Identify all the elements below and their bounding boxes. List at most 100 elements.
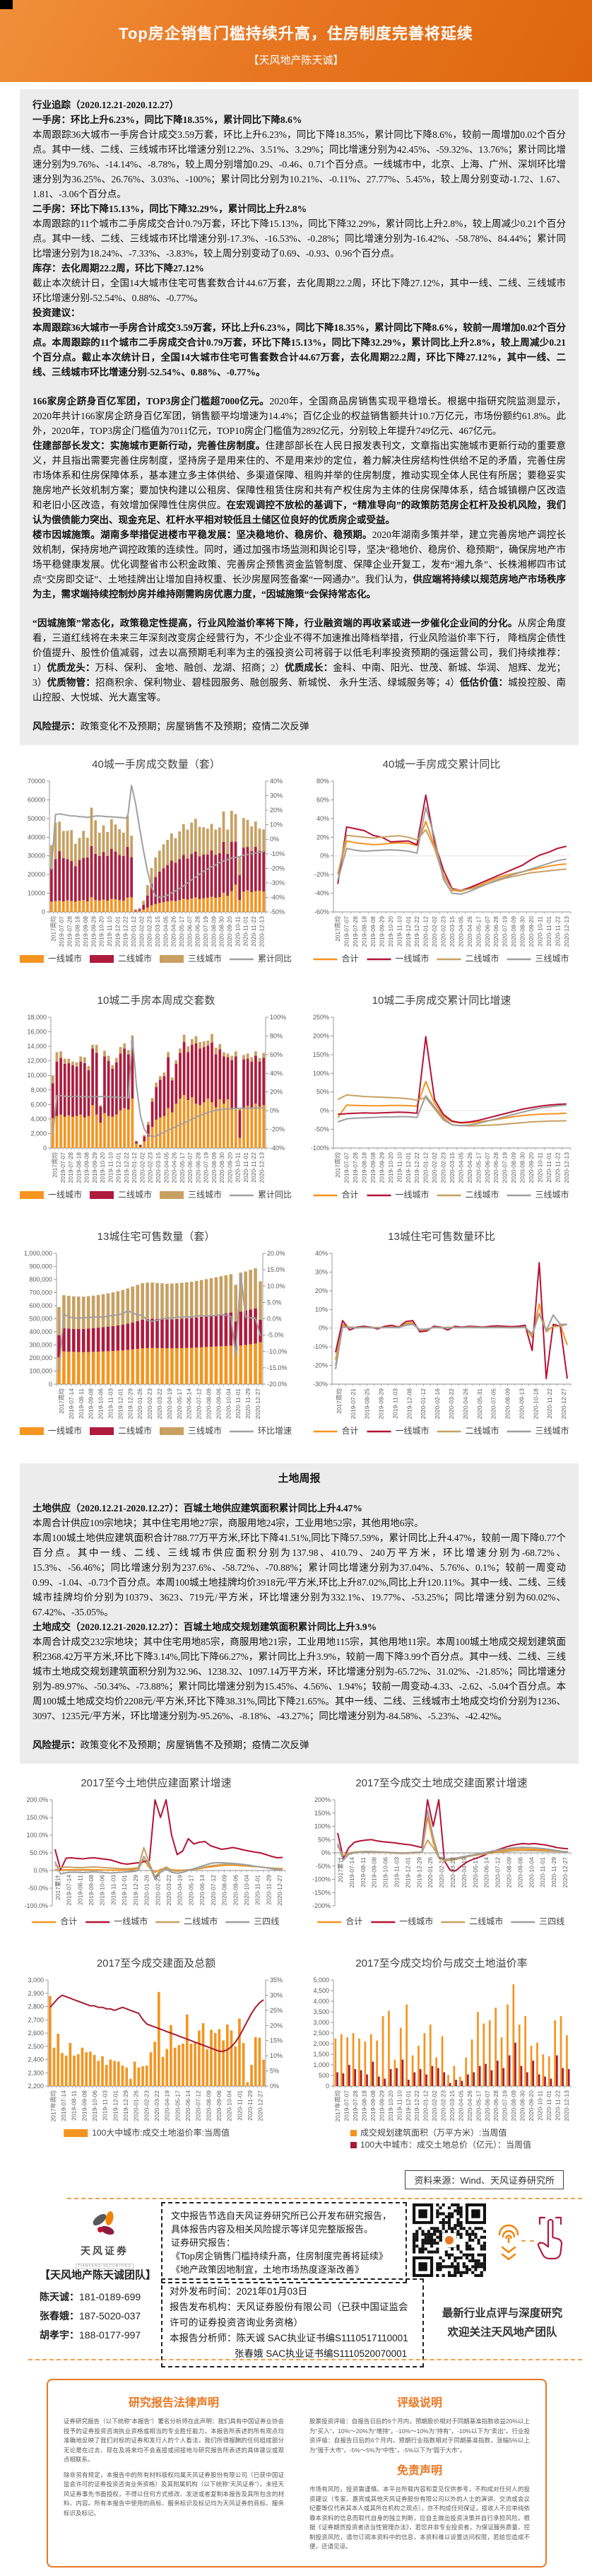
dashed-divider	[28, 2359, 582, 2360]
spacer	[32, 602, 566, 616]
svg-text:-40%: -40%	[270, 894, 285, 901]
svg-text:2020-04-26: 2020-04-26	[466, 2090, 473, 2121]
svg-text:-20%: -20%	[270, 1126, 285, 1133]
svg-text:2020-06-14: 2020-06-14	[483, 1857, 490, 1888]
svg-text:0%: 0%	[270, 836, 279, 843]
paragraph: 库存：去化周期22.2周，环比下降27.12%	[32, 263, 204, 274]
svg-text:2020-04-05: 2020-04-05	[457, 1152, 464, 1183]
svg-text:150.0%: 150.0%	[26, 1814, 48, 1821]
svg-text:2020-08-30: 2020-08-30	[218, 916, 225, 947]
svg-text:2019-12-01: 2019-12-01	[114, 916, 121, 947]
svg-text:2020-11-22: 2020-11-22	[250, 916, 257, 947]
svg-text:600,000: 600,000	[29, 1302, 52, 1309]
svg-text:200%: 200%	[313, 1032, 329, 1039]
svg-text:累计同比: 累计同比	[258, 954, 292, 964]
svg-text:二线城市: 二线城市	[469, 1916, 503, 1926]
svg-text:2019-11-03: 2019-11-03	[391, 1388, 398, 1419]
svg-text:100大中城市:成交土地溢价率:当周值: 100大中城市:成交土地溢价率:当周值	[92, 2127, 230, 2138]
svg-text:2020-02-23: 2020-02-23	[146, 1388, 153, 1419]
svg-text:2020-01-26: 2020-01-26	[143, 1875, 150, 1906]
svg-text:2019-07-07: 2019-07-07	[58, 916, 65, 947]
svg-text:15.0%: 15.0%	[267, 1266, 285, 1273]
svg-text:2020-04-19: 2020-04-19	[461, 1857, 468, 1888]
svg-text:100%: 100%	[314, 1823, 331, 1830]
svg-text:1,000: 1,000	[313, 2061, 329, 2068]
svg-text:700,000: 700,000	[29, 1289, 52, 1296]
svg-text:2020-10-11: 2020-10-11	[234, 916, 241, 947]
svg-text:二线城市: 二线城市	[466, 1189, 499, 1200]
svg-text:2020-06-07: 2020-06-07	[186, 916, 193, 947]
svg-text:2020-02-02: 2020-02-02	[431, 916, 438, 947]
svg-text:2019-09-29: 2019-09-29	[91, 1152, 98, 1183]
svg-text:2020-01-12: 2020-01-12	[130, 916, 137, 947]
svg-text:20000: 20000	[28, 871, 45, 878]
svg-text:2017年周均: 2017年周均	[334, 2090, 341, 2121]
paragraph: 一手房：环比上升6.23%，同比下降18.35%，累计同比下降8.6%	[32, 115, 302, 125]
svg-text:2020-04-19: 2020-04-19	[164, 2090, 171, 2121]
svg-text:2019-08-18: 2019-08-18	[75, 1152, 82, 1183]
svg-text:2019-07-28: 2019-07-28	[67, 1152, 74, 1183]
svg-text:2019-10-20: 2019-10-20	[387, 2090, 394, 2121]
svg-text:2019-11-03: 2019-11-03	[393, 1857, 400, 1887]
svg-text:2020-06-07: 2020-06-07	[484, 2090, 491, 2121]
svg-text:一线城市: 一线城市	[48, 953, 82, 964]
paragraph: 本周合计供应109宗地块；其中住宅用地27宗，商服用地24宗，工业用地52宗，其…	[32, 1518, 424, 1528]
svg-text:环比增速: 环比增速	[258, 1426, 292, 1436]
svg-text:2020-01-26: 2020-01-26	[427, 1857, 434, 1888]
svg-text:40%: 40%	[316, 815, 329, 822]
svg-text:40%: 40%	[315, 1250, 328, 1257]
svg-text:-200%: -200%	[312, 1902, 331, 1909]
svg-text:8,000: 8,000	[30, 1087, 47, 1094]
dashed-divider	[67, 2198, 582, 2199]
svg-text:2020-04-26: 2020-04-26	[466, 916, 473, 947]
svg-text:-20%: -20%	[314, 871, 329, 878]
svg-text:2020-09-20: 2020-09-20	[528, 2090, 535, 2121]
chart-title: 2017至今成交建面及总额	[96, 1957, 216, 1969]
svg-text:2017周均: 2017周均	[52, 1152, 59, 1178]
svg-text:2020-07-12: 2020-07-12	[495, 1857, 502, 1888]
svg-text:2019-07-28: 2019-07-28	[352, 1152, 359, 1183]
chart-deal-area-amount: 3,000 2,900 2,800 2,700 2,600 2,500 2,400 2,300…	[16, 1972, 297, 2155]
legal-column: 研究报告法律声明 证券研究报告（以下统称“本报告”）署名分析师在此声明：我们具有…	[64, 2390, 284, 2558]
svg-text:2019-11-03: 2019-11-03	[102, 2090, 109, 2121]
svg-text:2020-01-12: 2020-01-12	[422, 1152, 430, 1183]
svg-text:2020-02-23: 2020-02-23	[440, 1152, 447, 1183]
svg-text:-150%: -150%	[312, 1889, 331, 1896]
svg-text:2020-12-27: 2020-12-27	[276, 1875, 283, 1906]
svg-text:2020-01-12: 2020-01-12	[420, 1388, 427, 1419]
chart-title: 2017至今成交均价与成交土地溢价率	[355, 1957, 528, 1969]
svg-text:2020-02-02: 2020-02-02	[431, 1152, 438, 1183]
chart-title: 13城住宅可售数量（套）	[97, 1231, 215, 1243]
paragraph: 住建部部长发文：实施城市更新行动，完善住房制度。住建部部长在人民日报发表刊文，文…	[32, 440, 567, 525]
housing-charts-grid: 40城一手房成交数量（套） 70000 60000 50000 40000 30000 20…	[0, 745, 592, 1456]
chart-title: 10城二手房本周成交套数	[97, 995, 215, 1007]
svg-text:2,800: 2,800	[28, 2003, 44, 2010]
svg-text:2020-03-15: 2020-03-15	[155, 1152, 162, 1183]
svg-text:2020-03-22: 2020-03-22	[448, 1388, 455, 1419]
svg-text:500: 500	[319, 2072, 329, 2079]
svg-text:2020-05-17: 2020-05-17	[472, 1857, 479, 1888]
svg-text:2020-06-28: 2020-06-28	[492, 1152, 499, 1183]
svg-text:2020-08-09: 2020-08-09	[510, 916, 517, 947]
svg-text:2019-12-08: 2019-12-08	[405, 1388, 413, 1419]
svg-text:80%: 80%	[316, 778, 329, 785]
svg-text:2020-11-22: 2020-11-22	[554, 2090, 561, 2121]
svg-text:0.0%: 0.0%	[267, 1316, 282, 1323]
svg-text:20.0%: 20.0%	[267, 1250, 285, 1257]
svg-text:一线城市: 一线城市	[396, 953, 430, 964]
svg-text:2020-10-11: 2020-10-11	[235, 1152, 242, 1183]
svg-text:2019-09-08: 2019-09-08	[81, 2090, 88, 2121]
svg-text:2020-09-20: 2020-09-20	[528, 916, 535, 947]
svg-text:2017周均: 2017周均	[336, 1388, 343, 1414]
svg-text:三线城市: 三线城市	[535, 953, 569, 964]
svg-text:40000: 40000	[28, 833, 45, 841]
svg-text:2020-02-02: 2020-02-02	[138, 1152, 146, 1183]
svg-text:0%: 0%	[270, 2083, 279, 2090]
svg-text:2020-08-30: 2020-08-30	[519, 916, 526, 947]
svg-text:2020-02-23: 2020-02-23	[438, 1857, 445, 1888]
svg-text:2019-12-01: 2019-12-01	[112, 2090, 119, 2121]
svg-text:-30%: -30%	[313, 1381, 328, 1388]
svg-text:2,200: 2,200	[28, 2083, 44, 2090]
svg-text:2019-12-22: 2019-12-22	[413, 1152, 420, 1183]
svg-text:三四线: 三四线	[539, 1916, 564, 1926]
